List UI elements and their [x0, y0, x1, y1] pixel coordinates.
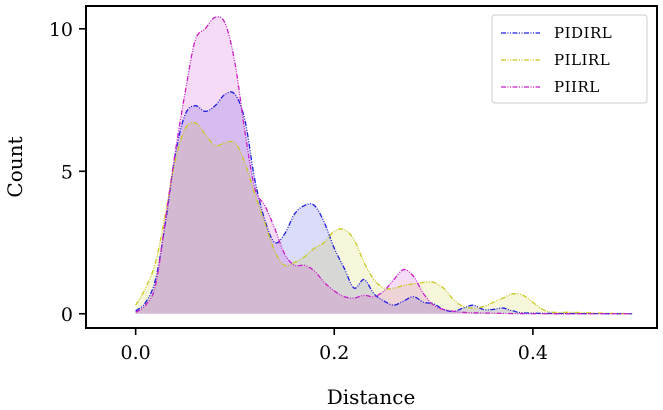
legend-label-pilirl: PILIRL	[554, 51, 610, 69]
y-axis-ticks: 0 5 10	[49, 19, 86, 326]
x-tick-label: 0.4	[518, 342, 548, 364]
line-pilirl	[135, 121, 633, 315]
area-pilirl	[135, 122, 633, 314]
legend-label-pidirl: PIDIRL	[554, 24, 612, 42]
series-lines	[135, 16, 633, 315]
x-tick-label: 0.2	[319, 342, 349, 364]
legend: PIDIRL PILIRL PIIRL	[491, 14, 648, 104]
series-fills	[135, 16, 633, 314]
y-tick-label: 0	[61, 304, 73, 326]
y-tick-label: 5	[61, 161, 73, 183]
area-pidirl	[135, 91, 633, 314]
y-tick-label: 10	[49, 19, 73, 41]
x-axis-label: Distance	[327, 385, 416, 409]
legend-box	[491, 14, 648, 104]
legend-label-piirl: PIIRL	[554, 78, 600, 96]
area-piirl	[135, 16, 633, 314]
x-axis-ticks: 0.0 0.2 0.4	[121, 328, 548, 364]
x-tick-label: 0.0	[121, 342, 151, 364]
plot-frame	[85, 5, 658, 329]
line-pidirl	[135, 91, 633, 315]
y-axis-label: Count	[3, 136, 27, 197]
line-piirl	[135, 16, 633, 315]
